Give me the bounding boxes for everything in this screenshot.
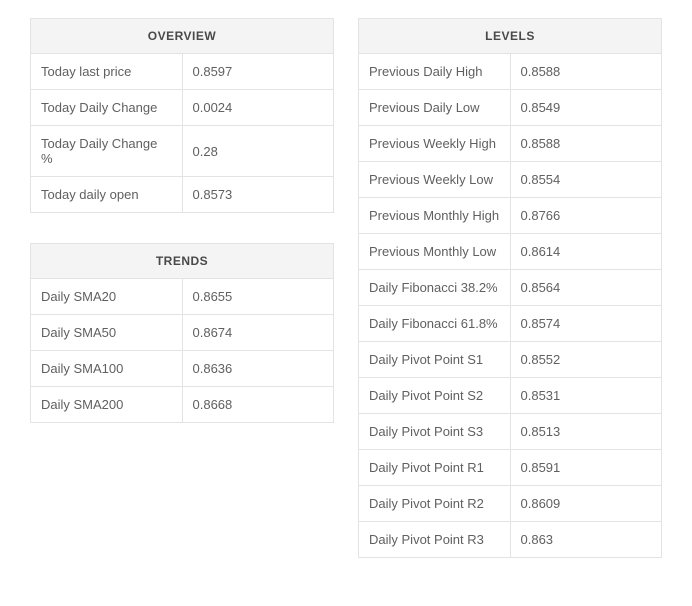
levels-title: LEVELS [359, 19, 662, 54]
row-value: 0.8614 [510, 234, 662, 270]
row-label: Today daily open [31, 177, 183, 213]
row-label: Daily SMA50 [31, 315, 183, 351]
table-row: Today last price0.8597 [31, 54, 334, 90]
row-label: Previous Daily High [359, 54, 511, 90]
right-column: LEVELS Previous Daily High0.8588Previous… [358, 18, 662, 588]
row-value: 0.8636 [182, 351, 334, 387]
table-row: Today daily open0.8573 [31, 177, 334, 213]
table-row: Daily Fibonacci 38.2%0.8564 [359, 270, 662, 306]
row-value: 0.8554 [510, 162, 662, 198]
row-label: Daily SMA20 [31, 279, 183, 315]
row-value: 0.8609 [510, 486, 662, 522]
table-row: Daily Pivot Point R20.8609 [359, 486, 662, 522]
row-label: Previous Weekly Low [359, 162, 511, 198]
table-row: Daily Pivot Point S10.8552 [359, 342, 662, 378]
row-label: Previous Monthly High [359, 198, 511, 234]
row-value: 0.8573 [182, 177, 334, 213]
overview-table: OVERVIEW Today last price0.8597Today Dai… [30, 18, 334, 213]
overview-title: OVERVIEW [31, 19, 334, 54]
row-value: 0.8513 [510, 414, 662, 450]
table-row: Daily SMA1000.8636 [31, 351, 334, 387]
row-value: 0.28 [182, 126, 334, 177]
row-value: 0.8588 [510, 126, 662, 162]
row-label: Daily Pivot Point S1 [359, 342, 511, 378]
row-label: Previous Daily Low [359, 90, 511, 126]
row-label: Today Daily Change [31, 90, 183, 126]
row-value: 0.8549 [510, 90, 662, 126]
row-label: Daily Fibonacci 61.8% [359, 306, 511, 342]
left-column: OVERVIEW Today last price0.8597Today Dai… [30, 18, 334, 453]
row-value: 0.8655 [182, 279, 334, 315]
row-value: 0.8574 [510, 306, 662, 342]
levels-table: LEVELS Previous Daily High0.8588Previous… [358, 18, 662, 558]
row-label: Daily Pivot Point R2 [359, 486, 511, 522]
trends-title: TRENDS [31, 244, 334, 279]
table-row: Daily Pivot Point S30.8513 [359, 414, 662, 450]
row-value: 0.8591 [510, 450, 662, 486]
tables-container: OVERVIEW Today last price0.8597Today Dai… [30, 18, 662, 588]
table-row: Previous Daily High0.8588 [359, 54, 662, 90]
row-label: Daily Pivot Point S2 [359, 378, 511, 414]
table-row: Today Daily Change %0.28 [31, 126, 334, 177]
table-row: Daily Pivot Point R30.863 [359, 522, 662, 558]
row-label: Daily SMA200 [31, 387, 183, 423]
row-value: 0.8531 [510, 378, 662, 414]
table-row: Daily SMA500.8674 [31, 315, 334, 351]
table-row: Daily SMA2000.8668 [31, 387, 334, 423]
table-row: Previous Monthly High0.8766 [359, 198, 662, 234]
row-value: 0.0024 [182, 90, 334, 126]
row-label: Today last price [31, 54, 183, 90]
table-row: Previous Daily Low0.8549 [359, 90, 662, 126]
row-value: 0.8597 [182, 54, 334, 90]
table-row: Daily SMA200.8655 [31, 279, 334, 315]
row-value: 0.8588 [510, 54, 662, 90]
row-value: 0.863 [510, 522, 662, 558]
row-label: Daily Pivot Point R1 [359, 450, 511, 486]
table-row: Daily Fibonacci 61.8%0.8574 [359, 306, 662, 342]
row-label: Previous Monthly Low [359, 234, 511, 270]
table-row: Previous Monthly Low0.8614 [359, 234, 662, 270]
row-label: Daily Fibonacci 38.2% [359, 270, 511, 306]
row-label: Today Daily Change % [31, 126, 183, 177]
trends-table: TRENDS Daily SMA200.8655Daily SMA500.867… [30, 243, 334, 423]
row-value: 0.8668 [182, 387, 334, 423]
table-row: Previous Weekly Low0.8554 [359, 162, 662, 198]
row-label: Daily Pivot Point S3 [359, 414, 511, 450]
row-value: 0.8766 [510, 198, 662, 234]
row-value: 0.8564 [510, 270, 662, 306]
row-value: 0.8552 [510, 342, 662, 378]
row-label: Daily SMA100 [31, 351, 183, 387]
levels-body: Previous Daily High0.8588Previous Daily … [359, 54, 662, 558]
trends-body: Daily SMA200.8655Daily SMA500.8674Daily … [31, 279, 334, 423]
table-row: Daily Pivot Point R10.8591 [359, 450, 662, 486]
table-row: Today Daily Change0.0024 [31, 90, 334, 126]
row-value: 0.8674 [182, 315, 334, 351]
row-label: Daily Pivot Point R3 [359, 522, 511, 558]
row-label: Previous Weekly High [359, 126, 511, 162]
overview-body: Today last price0.8597Today Daily Change… [31, 54, 334, 213]
table-row: Previous Weekly High0.8588 [359, 126, 662, 162]
table-row: Daily Pivot Point S20.8531 [359, 378, 662, 414]
